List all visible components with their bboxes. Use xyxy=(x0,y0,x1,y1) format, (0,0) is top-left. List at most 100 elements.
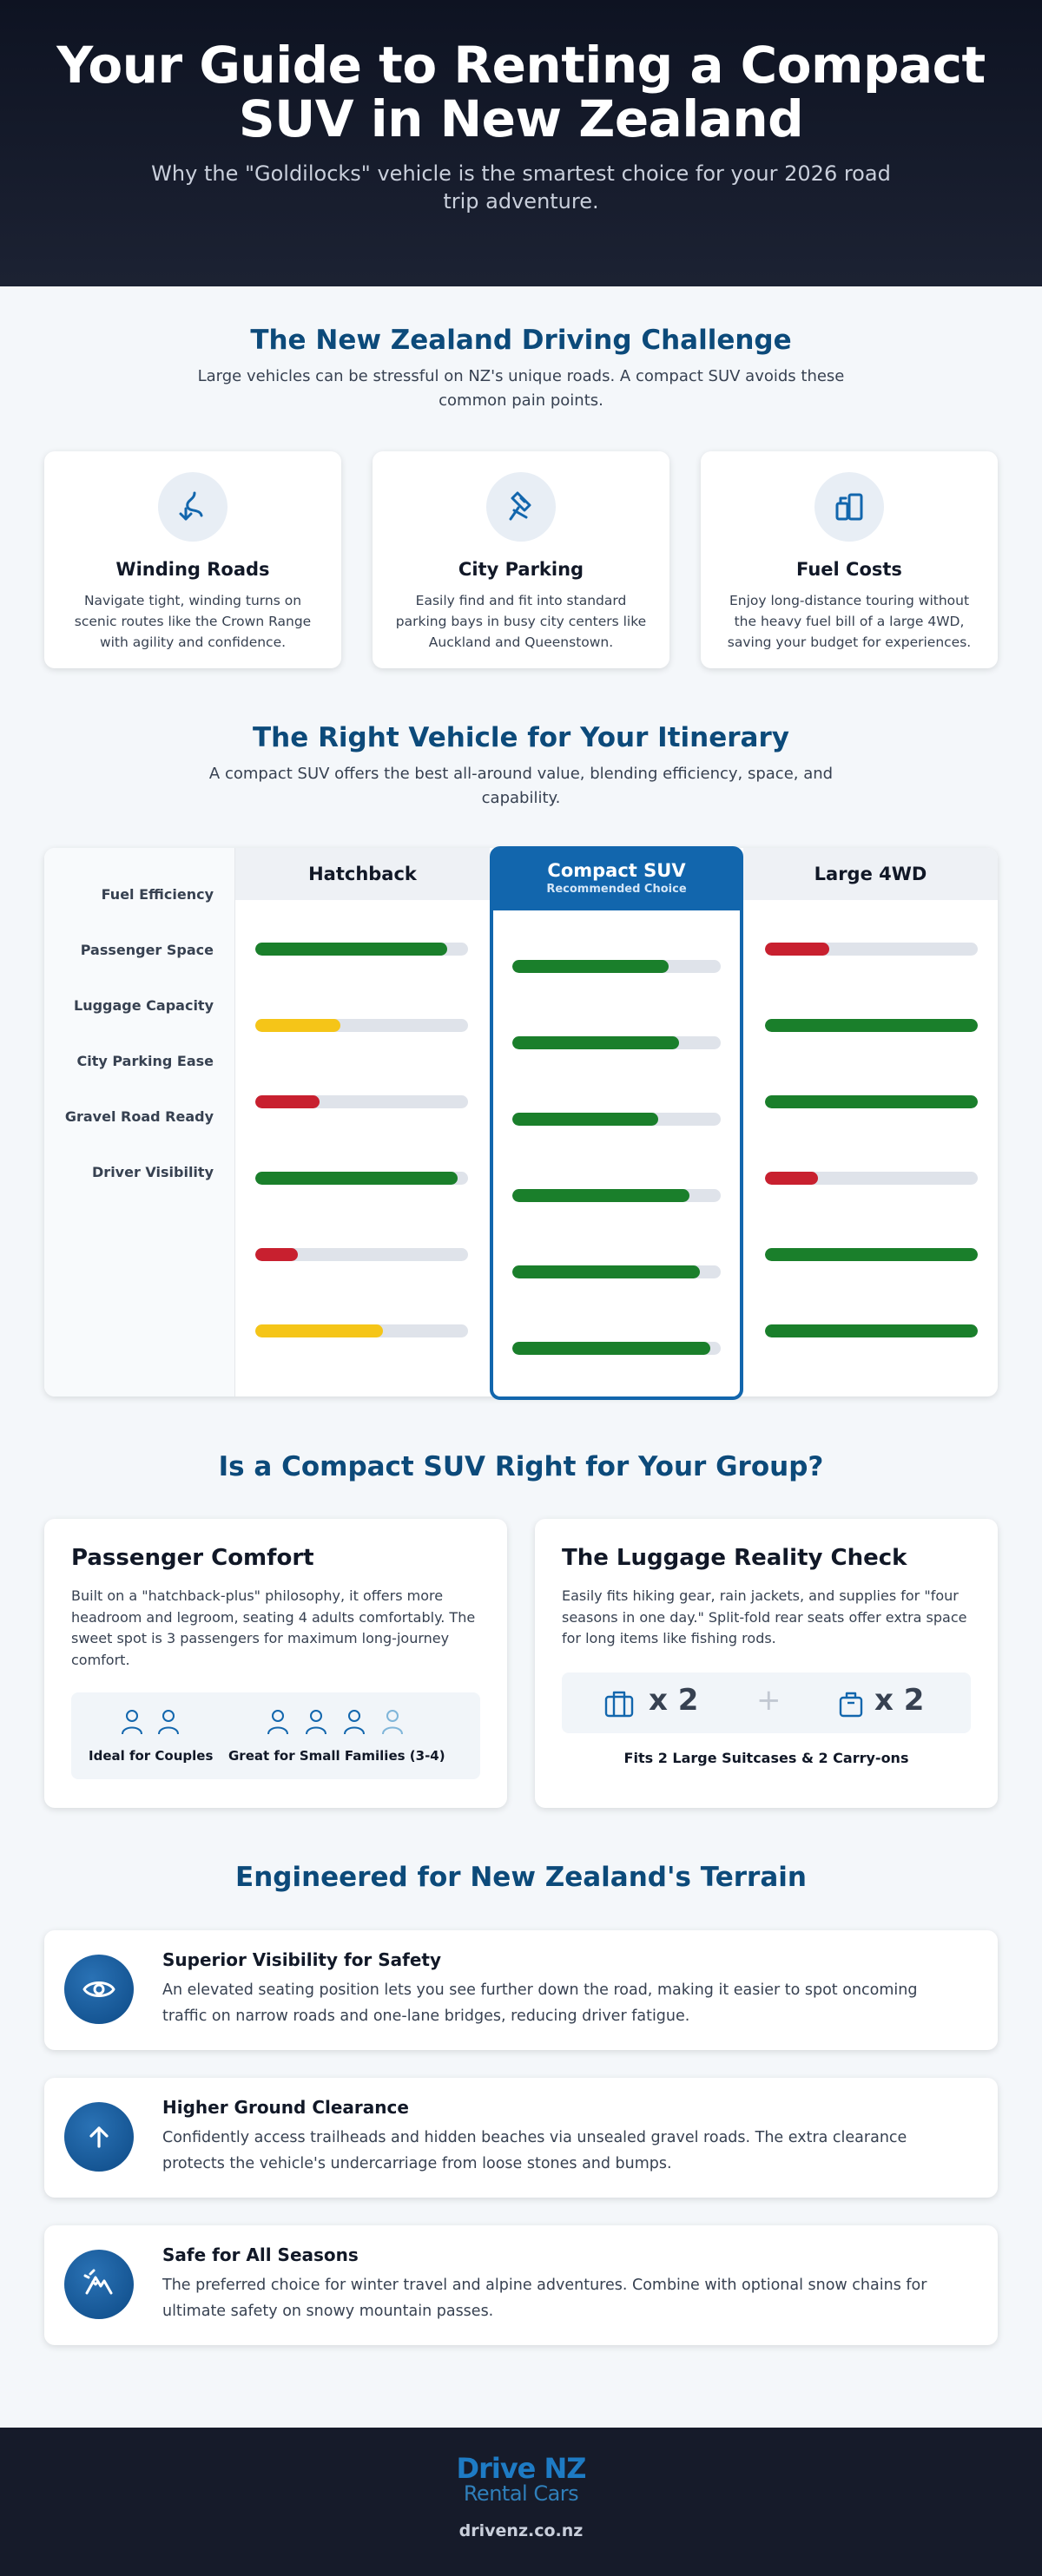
rating-bar xyxy=(765,1095,978,1108)
rating-bar xyxy=(765,1172,978,1185)
feature-text: The preferred choice for winter travel a… xyxy=(162,2277,927,2320)
passenger-comfort-card: Passenger Comfort Built on a "hatchback-… xyxy=(44,1519,507,1808)
rating-bar xyxy=(255,1095,468,1108)
feature-all-seasons: Safe for All Seasons The preferred choic… xyxy=(44,2225,998,2345)
rating-bar-fill xyxy=(255,1248,298,1261)
challenge-card-text: Enjoy long-distance touring without the … xyxy=(727,593,972,650)
rating-bar xyxy=(765,1248,978,1261)
rating-bar-fill xyxy=(255,1019,340,1032)
winding-road-icon xyxy=(158,472,228,542)
rating-bar-fill xyxy=(765,1172,819,1185)
luggage-card: The Luggage Reality Check Easily fits hi… xyxy=(535,1519,998,1808)
rating-bar-fill xyxy=(765,1019,978,1032)
rating-bar xyxy=(765,1324,978,1337)
rating-bar-fill xyxy=(765,1324,978,1337)
passenger-comfort-title: Passenger Comfort xyxy=(71,1545,314,1571)
rating-bar-fill xyxy=(255,1095,320,1108)
footer: Drive NZ Rental Cars drivenz.co.nz xyxy=(0,2428,1042,2576)
brand-tagline: Rental Cars xyxy=(463,2481,579,2506)
itinerary-title: The Right Vehicle for Your Itinerary xyxy=(253,722,789,753)
rating-bar-fill xyxy=(512,960,669,973)
page-title: Your Guide to Renting a Compact SUV in N… xyxy=(56,36,986,148)
parking-icon xyxy=(486,472,556,542)
challenge-card-title: Fuel Costs xyxy=(796,559,902,580)
rating-bar-fill xyxy=(765,1095,978,1108)
plus-sign: + xyxy=(756,1683,782,1718)
family-people-icon xyxy=(267,1710,403,1735)
rating-bar xyxy=(255,1019,468,1032)
suitcase-count: x 2 xyxy=(649,1683,699,1718)
couples-label: Ideal for Couples xyxy=(89,1748,214,1764)
row-label: Luggage Capacity xyxy=(74,997,214,1014)
rating-bar-fill xyxy=(255,1324,383,1337)
terrain-title: Engineered for New Zealand's Terrain xyxy=(235,1862,807,1893)
feature-visibility: Superior Visibility for Safety An elevat… xyxy=(44,1930,998,2050)
rating-bar xyxy=(512,1036,721,1049)
row-label: City Parking Ease xyxy=(76,1053,214,1069)
recommended-badge: Recommended Choice xyxy=(546,883,687,896)
carry-on-bag-icon xyxy=(839,1692,863,1718)
challenge-card-title: Winding Roads xyxy=(115,559,270,580)
column-header-hatchback: Hatchback xyxy=(235,848,490,900)
rating-bar xyxy=(512,1265,721,1278)
itinerary-subtitle: A compact SUV offers the best all-around… xyxy=(208,765,834,807)
column-title: Compact SUV xyxy=(547,860,686,881)
feature-text: An elevated seating position lets you se… xyxy=(162,1981,918,2025)
challenge-card-text: Navigate tight, winding turns on scenic … xyxy=(74,593,312,650)
luggage-title: The Luggage Reality Check xyxy=(562,1545,907,1571)
rating-bar xyxy=(255,1248,468,1261)
snow-mountain-icon xyxy=(64,2250,134,2319)
rating-bar-fill xyxy=(512,1189,689,1202)
rating-bar xyxy=(765,1019,978,1032)
feature-ground-clearance: Higher Ground Clearance Confidently acce… xyxy=(44,2078,998,2198)
families-label: Great for Small Families (3-4) xyxy=(228,1748,445,1764)
row-label: Passenger Space xyxy=(80,942,214,958)
rating-bar xyxy=(255,943,468,956)
brand-name: Drive NZ xyxy=(456,2452,587,2485)
row-labels-column: Fuel Efficiency Passenger Space Luggage … xyxy=(44,848,235,1396)
challenge-card-fuel-costs: Fuel Costs Enjoy long-distance touring w… xyxy=(701,451,998,668)
challenge-card-city-parking: City Parking Easily find and fit into st… xyxy=(373,451,669,668)
luggage-illustration: x 2 + x 2 xyxy=(562,1672,971,1733)
rating-bar-fill xyxy=(512,1265,700,1278)
seating-illustration: Ideal for Couples Great for Small Famili… xyxy=(71,1692,480,1779)
suitcase-icon xyxy=(604,1691,634,1718)
challenge-card-title: City Parking xyxy=(458,559,584,580)
rating-bar xyxy=(512,1113,721,1126)
passenger-comfort-text: Built on a "hatchback-plus" philosophy, … xyxy=(71,1587,476,1668)
rating-bar xyxy=(512,1189,721,1202)
feature-title: Higher Ground Clearance xyxy=(162,2097,409,2118)
couple-people-icon xyxy=(122,1710,179,1735)
challenge-card-winding-roads: Winding Roads Navigate tight, winding tu… xyxy=(44,451,341,668)
column-header-large-4wd: Large 4WD xyxy=(743,848,998,900)
row-label: Fuel Efficiency xyxy=(101,886,214,903)
challenge-card-text: Easily find and fit into standard parkin… xyxy=(395,593,647,650)
rating-bar-fill xyxy=(255,1172,458,1185)
challenge-title: The New Zealand Driving Challenge xyxy=(250,325,792,356)
rating-bar xyxy=(765,943,978,956)
column-header-compact-suv: Compact SUV Recommended Choice xyxy=(493,850,740,910)
rating-bar-fill xyxy=(512,1036,679,1049)
fuel-pump-icon xyxy=(814,472,884,542)
page-subtitle: Why the "Goldilocks" vehicle is the smar… xyxy=(151,161,891,214)
rating-bar-fill xyxy=(512,1342,710,1355)
rating-bar-fill xyxy=(765,943,829,956)
feature-text: Confidently access trailheads and hidden… xyxy=(162,2129,907,2172)
rating-bar-fill xyxy=(512,1113,658,1126)
carry-on-count: x 2 xyxy=(874,1683,925,1718)
luggage-caption: Fits 2 Large Suitcases & 2 Carry-ons xyxy=(623,1750,909,1766)
luggage-text: Easily fits hiking gear, rain jackets, a… xyxy=(562,1587,967,1646)
row-label: Gravel Road Ready xyxy=(64,1108,214,1125)
rating-bar xyxy=(512,1342,721,1355)
rating-bar xyxy=(512,960,721,973)
brand-logo: Drive NZ Rental Cars xyxy=(0,2428,1042,2504)
website-link[interactable]: drivenz.co.nz xyxy=(458,2521,584,2540)
feature-title: Superior Visibility for Safety xyxy=(162,1949,442,1970)
row-label: Driver Visibility xyxy=(92,1164,214,1180)
rating-bar-fill xyxy=(255,943,447,956)
group-title: Is a Compact SUV Right for Your Group? xyxy=(218,1451,824,1482)
rating-bar-fill xyxy=(765,1248,978,1261)
vehicle-comparison-table: Fuel Efficiency Passenger Space Luggage … xyxy=(44,846,998,1400)
arrow-up-icon xyxy=(64,2102,134,2172)
hero-banner: Your Guide to Renting a Compact SUV in N… xyxy=(0,0,1042,286)
